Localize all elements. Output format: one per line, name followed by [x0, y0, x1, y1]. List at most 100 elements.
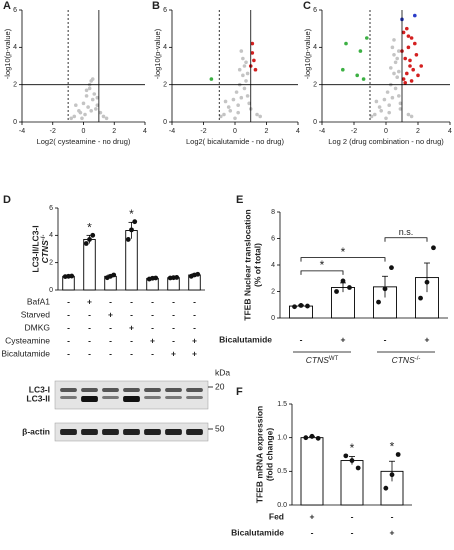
band: [123, 429, 140, 435]
data-point: [387, 103, 392, 107]
band: [60, 429, 77, 435]
condition-sign: -: [130, 348, 133, 358]
y-axis-label: -log10(p-value): [153, 28, 162, 79]
y-tick-label: 0: [13, 119, 17, 126]
data-point: [92, 92, 97, 96]
condition-label: Bicalutamide: [231, 527, 284, 537]
group-label: CTNS-/-: [392, 355, 421, 365]
condition-sign: +: [150, 335, 155, 345]
genotype: -/-: [415, 356, 421, 362]
data-point: [90, 77, 95, 81]
data-point: [87, 86, 92, 91]
data-point: [390, 45, 395, 50]
condition-sign: -: [151, 296, 154, 306]
data-point: [390, 95, 395, 100]
data-point: [406, 45, 411, 50]
data-point: [69, 116, 73, 121]
band: [123, 396, 140, 402]
condition-sign: +: [87, 296, 92, 306]
data-point: [250, 51, 255, 55]
y-tick-label: 0.0: [277, 502, 287, 509]
data-point: [414, 53, 419, 57]
data-point: [236, 110, 240, 115]
replicate-point: [111, 272, 117, 278]
x-tick-label: 4: [448, 128, 452, 135]
band-label: LC3-I: [29, 384, 50, 394]
replicate-point: [418, 295, 423, 301]
data-point: [413, 41, 417, 46]
replicate-point: [303, 435, 309, 441]
size-label: 20: [215, 381, 225, 391]
condition-sign: -: [67, 296, 70, 306]
data-point: [387, 110, 392, 115]
data-point: [403, 81, 408, 85]
replicate-point: [87, 237, 92, 242]
y-tick-label: 6: [13, 7, 17, 14]
data-point: [94, 107, 98, 111]
y-tick-label: 6: [49, 205, 53, 212]
x-axis-label: Log 2 (drug combination - no drug): [328, 137, 444, 146]
y-tick-label: 2: [13, 82, 17, 89]
data-point: [393, 60, 398, 65]
data-point: [409, 79, 414, 83]
condition-sign: +: [192, 335, 197, 345]
y-tick-label: 4: [13, 44, 17, 51]
data-point: [101, 114, 106, 119]
condition-sign: -: [88, 322, 91, 332]
x-tick-label: 0: [233, 128, 237, 135]
condition-sign: -: [109, 322, 112, 332]
replicate-point: [69, 273, 75, 279]
data-point: [398, 101, 403, 106]
data-point: [252, 58, 256, 63]
data-point: [231, 97, 236, 102]
data-point: [80, 116, 84, 121]
replicate-point: [376, 299, 381, 305]
y-tick-label: 0.5: [277, 468, 287, 475]
data-point: [355, 73, 360, 78]
data-point: [95, 95, 100, 100]
condition-sign: -: [67, 335, 70, 345]
data-point: [406, 34, 411, 38]
y-tick-label: 4: [313, 44, 317, 51]
panel-label: D: [3, 194, 11, 206]
band: [102, 396, 119, 399]
data-point: [241, 73, 245, 78]
condition-sign: -: [384, 334, 387, 344]
data-point: [245, 71, 250, 76]
band: [123, 388, 140, 392]
data-point: [74, 103, 78, 107]
condition-sign: -: [109, 348, 112, 358]
condition-sign: +: [341, 334, 346, 344]
condition-sign: -: [351, 527, 354, 537]
condition-sign: -: [391, 511, 394, 521]
band: [186, 429, 203, 435]
y-tick-label: 4: [49, 232, 53, 239]
data-point: [78, 110, 83, 115]
replicate-point: [383, 485, 389, 491]
blot-lc3: [54, 380, 209, 410]
data-point: [397, 94, 401, 98]
y-axis-label: CTNS-/-: [40, 235, 50, 264]
y-tick-label: 6: [271, 235, 275, 242]
x-tick-label: -2: [351, 128, 357, 135]
data-point: [397, 69, 401, 74]
data-point: [398, 107, 403, 111]
replicate-point: [153, 275, 159, 281]
data-point: [392, 53, 396, 57]
replicate-point: [309, 433, 315, 439]
data-point: [405, 71, 409, 76]
data-point: [242, 86, 247, 91]
data-point: [222, 112, 226, 117]
y-axis-label: (% of total): [252, 243, 262, 287]
data-point: [374, 99, 379, 104]
band: [60, 396, 77, 399]
band: [144, 429, 161, 435]
y-axis-label: LC3-II/LC3-I: [30, 225, 40, 272]
data-point: [389, 66, 393, 70]
data-point: [90, 97, 95, 102]
condition-sign: -: [172, 309, 175, 319]
replicate-point: [389, 472, 395, 478]
panel-label: B: [152, 0, 160, 12]
error-bar: [424, 262, 430, 293]
